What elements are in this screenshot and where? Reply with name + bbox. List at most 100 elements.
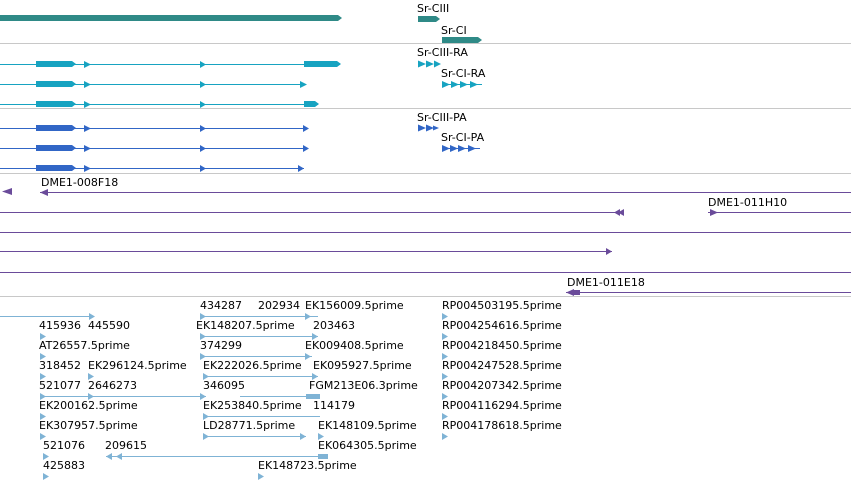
exon-arrow	[84, 101, 91, 108]
est-arrow	[200, 353, 206, 360]
transcript-label: Sr-CIII-RA	[417, 46, 468, 59]
est-arrow	[40, 373, 46, 380]
est-label: 521077	[39, 379, 81, 392]
gene-track[interactable]: Sr-CIII Sr-CI	[0, 2, 482, 43]
exon-arrow	[442, 81, 450, 88]
est-label: 445590	[88, 319, 130, 332]
est-arrow	[89, 313, 95, 320]
clone-dme1-011e18[interactable]: DME1-011E18	[566, 276, 851, 296]
gene-label: Sr-CI	[441, 24, 467, 37]
est-block[interactable]	[306, 394, 320, 399]
protein-track[interactable]: Sr-CIII-PA Sr-CI-PA	[0, 111, 485, 172]
protein-block[interactable]	[36, 165, 72, 171]
est-arrow	[442, 313, 448, 320]
protein-arrow	[298, 165, 304, 172]
exon-block[interactable]	[36, 101, 72, 107]
protein-row[interactable]	[0, 165, 304, 172]
est-label: EK064305.5prime	[318, 439, 417, 452]
protein-arrow	[200, 145, 206, 152]
est-track[interactable]: 434287 202934 EK156009.5prime RP00450319…	[0, 299, 562, 480]
protein-arrow	[303, 145, 309, 152]
est-arrow	[442, 353, 448, 360]
protein-block[interactable]	[36, 145, 72, 151]
gene-feature[interactable]	[0, 15, 342, 21]
clone-block[interactable]	[572, 290, 580, 295]
est-arrow	[203, 413, 209, 420]
est-arrow	[40, 333, 46, 340]
est-label: AT26557.5prime	[39, 339, 130, 352]
protein-sr-ciii-pa[interactable]: Sr-CIII-PA	[417, 111, 467, 132]
protein-arrow	[72, 165, 76, 171]
gene-feature-sr-ciii[interactable]: Sr-CIII	[417, 2, 449, 22]
protein-arrow	[84, 125, 91, 132]
est-row[interactable]	[40, 413, 448, 420]
est-arrow	[442, 413, 448, 420]
clone-feature[interactable]	[2, 188, 12, 195]
est-row[interactable]	[40, 373, 448, 380]
clone-row[interactable]	[0, 209, 624, 216]
transcript-row[interactable]	[0, 81, 307, 88]
est-arrow	[258, 473, 264, 480]
exon-block[interactable]	[36, 81, 72, 87]
rna-track[interactable]: Sr-CIII-RA Sr-CI-RA	[0, 46, 486, 108]
exon-block[interactable]	[36, 61, 72, 67]
est-label: 434287	[200, 299, 242, 312]
est-label: 374299	[200, 339, 242, 352]
gene-bar[interactable]	[418, 16, 436, 22]
gene-bar[interactable]	[442, 37, 478, 43]
clone-label: DME1-011H10	[708, 196, 787, 209]
exon-arrow	[72, 101, 76, 107]
transcript-row[interactable]	[0, 61, 341, 68]
clone-track[interactable]: DME1-008F18 DME1-011H10	[0, 176, 851, 296]
est-label: LD28771.5prime	[203, 419, 295, 432]
protein-block[interactable]	[36, 125, 72, 131]
exon-block[interactable]	[304, 61, 337, 67]
est-label: EK253840.5prime	[203, 399, 302, 412]
est-label: FGM213E06.3prime	[309, 379, 418, 392]
est-arrow	[312, 333, 318, 340]
est-row[interactable]	[40, 393, 448, 400]
est-arrow	[88, 393, 94, 400]
exon-arrow	[434, 60, 441, 68]
protein-sr-ci-pa[interactable]: Sr-CI-PA	[441, 131, 485, 152]
transcript-sr-ciii-ra[interactable]: Sr-CIII-RA	[417, 46, 468, 68]
protein-arrow	[72, 125, 76, 131]
est-label: 209615	[105, 439, 147, 452]
gene-arrow-head	[436, 16, 440, 22]
gene-bar[interactable]	[0, 15, 338, 21]
est-label: EK296124.5prime	[88, 359, 187, 372]
clone-arrow-left	[40, 189, 48, 196]
est-row[interactable]	[43, 453, 328, 460]
est-row[interactable]	[0, 313, 448, 320]
protein-label: Sr-CIII-PA	[417, 111, 467, 124]
clone-dme1-008f18[interactable]: DME1-008F18	[40, 176, 851, 196]
est-row[interactable]	[40, 333, 448, 340]
exon-arrow	[84, 61, 91, 68]
transcript-row[interactable]	[0, 101, 319, 108]
protein-row[interactable]	[0, 145, 309, 152]
est-label: 521076	[43, 439, 85, 452]
exon-arrow	[315, 101, 319, 107]
est-label: RP004218450.5prime	[442, 339, 562, 352]
exon-arrow	[84, 81, 91, 88]
protein-arrow	[450, 145, 458, 152]
est-row[interactable]	[43, 473, 264, 480]
protein-row[interactable]	[0, 125, 309, 132]
protein-arrow	[442, 145, 450, 152]
est-block[interactable]	[318, 454, 328, 459]
exon-arrow	[460, 81, 468, 88]
gene-feature-sr-ci[interactable]: Sr-CI	[441, 24, 482, 43]
transcript-sr-ci-ra[interactable]: Sr-CI-RA	[441, 67, 486, 88]
est-row[interactable]	[40, 433, 448, 440]
est-arrow	[200, 313, 206, 320]
est-arrow	[43, 473, 49, 480]
exon-block[interactable]	[304, 101, 315, 107]
est-row[interactable]	[40, 353, 448, 360]
track-separators	[0, 43, 851, 297]
clone-row[interactable]	[0, 248, 612, 255]
transcript-label: Sr-CI-RA	[441, 67, 486, 80]
clone-dme1-011h10[interactable]: DME1-011H10	[708, 196, 851, 216]
est-arrow	[40, 413, 46, 420]
